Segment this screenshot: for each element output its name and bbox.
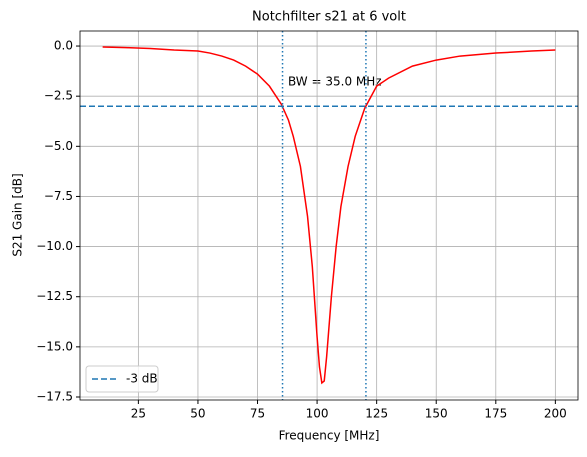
y-tick-label: −7.5 [44, 189, 73, 203]
data-line [102, 46, 556, 385]
x-tick-label: 200 [544, 407, 567, 421]
x-tick-label: 100 [306, 407, 329, 421]
legend: -3 dB [85, 365, 159, 393]
x-tick-label: 150 [425, 407, 448, 421]
legend-box [85, 365, 159, 393]
axes-frame [79, 30, 579, 401]
x-tick-label: 25 [131, 407, 146, 421]
y-tick-label: −15.0 [36, 339, 73, 353]
y-tick-label: −17.5 [36, 389, 73, 403]
x-tick-label: 175 [484, 407, 507, 421]
x-tick-label: 75 [250, 407, 265, 421]
legend-label: -3 dB [126, 372, 158, 386]
y-tick-label: −12.5 [36, 289, 73, 303]
x-tick-label: 125 [365, 407, 388, 421]
y-tick-label: −5.0 [44, 139, 73, 153]
annotation: BW = 35.0 MHz [288, 75, 382, 89]
y-tick-label: 0.0 [54, 39, 73, 53]
y-tick-label: −2.5 [44, 89, 73, 103]
chart-title: Notchfilter s21 at 6 volt [252, 10, 406, 25]
y-axis-label: S21 Gain [dB] [11, 173, 25, 256]
x-axis-label: Frequency [MHz] [279, 429, 380, 443]
y-tick-label: −10.0 [36, 239, 73, 253]
x-tick-label: 50 [190, 407, 205, 421]
